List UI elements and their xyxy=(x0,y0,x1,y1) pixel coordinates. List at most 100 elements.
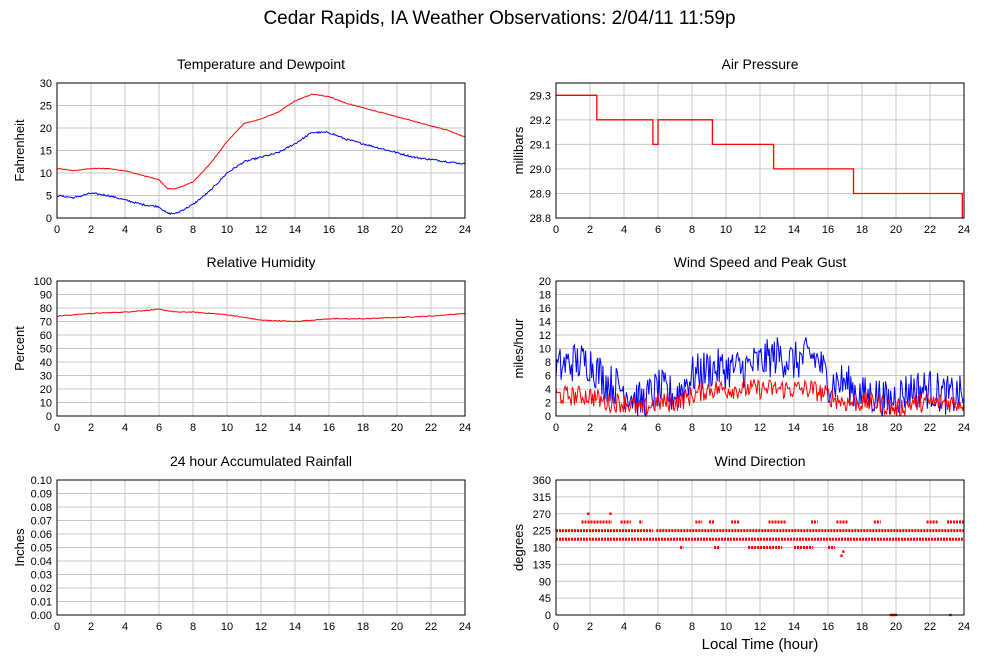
chart-title: Relative Humidity xyxy=(207,254,316,270)
y-axis-label: millibars xyxy=(511,126,526,174)
x-tick-label: 2 xyxy=(587,224,593,236)
y-tick-label: 20 xyxy=(40,384,52,396)
plot-frame xyxy=(555,280,965,417)
x-tick-label: 12 xyxy=(754,224,766,236)
y-tick-label: 50 xyxy=(40,344,52,356)
x-tick-label: 18 xyxy=(357,621,369,633)
y-tick-label: 8 xyxy=(545,357,551,369)
y-tick-label: 28.8 xyxy=(530,213,551,225)
y-tick-label: 0 xyxy=(545,610,551,622)
x-tick-label: 0 xyxy=(553,422,559,434)
x-tick-label: 20 xyxy=(391,224,403,236)
y-tick-label: 90 xyxy=(539,576,551,588)
x-tick-label: 10 xyxy=(720,621,732,633)
y-tick-label: 0.00 xyxy=(31,610,52,622)
x-tick-label: 12 xyxy=(255,224,267,236)
y-tick-label: 0.03 xyxy=(31,570,52,582)
x-tick-label: 24 xyxy=(459,224,471,236)
x-tick-label: 10 xyxy=(720,422,732,434)
x-tick-label: 14 xyxy=(788,621,800,633)
data-point xyxy=(842,550,845,553)
y-axis-label: Fahrenheit xyxy=(12,119,27,182)
y-tick-label: 0.07 xyxy=(31,516,52,528)
y-tick-label: 70 xyxy=(40,317,52,329)
x-tick-label: 2 xyxy=(88,422,94,434)
y-tick-label: 0.06 xyxy=(31,529,52,541)
y-axis-label: miles/hour xyxy=(511,318,526,379)
y-tick-label: 40 xyxy=(40,357,52,369)
y-tick-label: 45 xyxy=(539,593,551,605)
y-tick-label: 20 xyxy=(539,276,551,288)
x-tick-label: 20 xyxy=(890,621,902,633)
x-tick-label: 14 xyxy=(289,224,301,236)
x-tick-label: 6 xyxy=(156,621,162,633)
x-tick-label: 4 xyxy=(621,224,627,236)
chart-title: Temperature and Dewpoint xyxy=(177,56,345,72)
x-tick-label: 22 xyxy=(425,621,437,633)
y-tick-label: 30 xyxy=(40,78,52,90)
x-tick-label: 22 xyxy=(924,224,936,236)
chart-title: Air Pressure xyxy=(721,56,798,72)
x-tick-label: 24 xyxy=(958,621,970,633)
data-point xyxy=(609,512,612,515)
x-tick-label: 6 xyxy=(156,422,162,434)
x-tick-label: 10 xyxy=(720,224,732,236)
x-tick-label: 10 xyxy=(221,621,233,633)
x-tick-label: 0 xyxy=(54,224,60,236)
y-tick-label: 29.0 xyxy=(530,164,551,176)
y-axis-label: Percent xyxy=(12,326,27,371)
x-tick-label: 16 xyxy=(323,224,335,236)
x-tick-label: 2 xyxy=(88,224,94,236)
plot-frame xyxy=(56,479,466,616)
y-axis-label: Inches xyxy=(12,528,27,567)
y-tick-label: 0.04 xyxy=(31,556,52,568)
series-line xyxy=(57,308,466,323)
y-tick-label: 0.01 xyxy=(31,597,52,609)
x-tick-label: 20 xyxy=(391,621,403,633)
x-tick-label: 20 xyxy=(890,422,902,434)
x-tick-label: 2 xyxy=(587,621,593,633)
x-tick-label: 0 xyxy=(553,224,559,236)
x-tick-label: 4 xyxy=(621,422,627,434)
plot-frame xyxy=(56,82,466,219)
x-tick-label: 6 xyxy=(156,224,162,236)
y-tick-label: 20 xyxy=(40,123,52,135)
y-tick-label: 14 xyxy=(539,317,551,329)
y-tick-label: 80 xyxy=(40,303,52,315)
y-tick-label: 10 xyxy=(539,344,551,356)
x-tick-label: 0 xyxy=(553,621,559,633)
x-tick-label: 16 xyxy=(323,621,335,633)
x-tick-label: 10 xyxy=(221,422,233,434)
x-tick-label: 16 xyxy=(822,224,834,236)
y-tick-label: 5 xyxy=(46,191,52,203)
y-tick-label: 0.05 xyxy=(31,543,52,555)
y-tick-label: 0.09 xyxy=(31,489,52,501)
y-tick-label: 16 xyxy=(539,303,551,315)
series-line xyxy=(56,130,466,216)
x-tick-label: 8 xyxy=(689,224,695,236)
x-tick-label: 4 xyxy=(621,621,627,633)
y-tick-label: 0 xyxy=(46,213,52,225)
y-tick-label: 29.1 xyxy=(530,139,551,151)
x-tick-label: 24 xyxy=(958,224,970,236)
y-tick-label: 60 xyxy=(40,330,52,342)
x-tick-label: 2 xyxy=(587,422,593,434)
x-tick-label: 24 xyxy=(459,422,471,434)
y-tick-label: 360 xyxy=(533,475,551,487)
y-tick-label: 90 xyxy=(40,290,52,302)
y-tick-label: 0 xyxy=(545,411,551,423)
x-tick-label: 22 xyxy=(425,422,437,434)
y-tick-label: 225 xyxy=(533,526,551,538)
x-tick-label: 14 xyxy=(289,422,301,434)
x-tick-label: 4 xyxy=(122,422,128,434)
x-tick-label: 2 xyxy=(88,621,94,633)
y-tick-label: 6 xyxy=(545,371,551,383)
x-tick-label: 12 xyxy=(255,422,267,434)
plot-frame xyxy=(555,479,965,616)
x-tick-label: 14 xyxy=(788,224,800,236)
x-tick-label: 20 xyxy=(391,422,403,434)
